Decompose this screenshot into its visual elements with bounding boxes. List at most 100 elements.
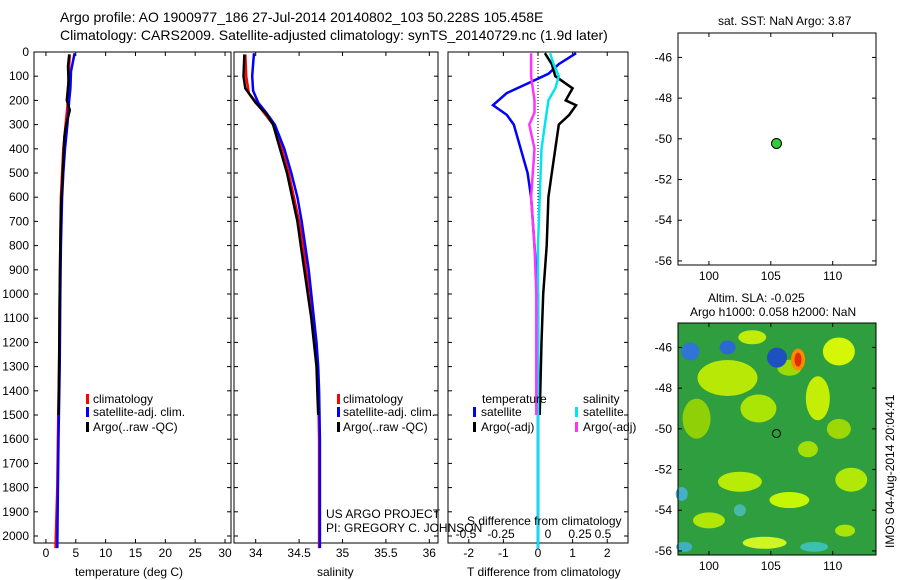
- sla-blob-high: [692, 512, 725, 529]
- sla-blob-low: [681, 342, 700, 361]
- ytick-label: 1600: [2, 432, 29, 446]
- ytick-label: 1000: [2, 287, 29, 301]
- salinity-frame: [233, 51, 439, 544]
- sla-blob-low: [733, 504, 746, 517]
- sla-blob-low: [767, 347, 787, 368]
- legend-swatch: [337, 407, 340, 417]
- salinity-legend-sat: satellite-adj. clim.: [343, 405, 436, 419]
- sla-blob-high: [835, 467, 868, 492]
- temperature-xtick-label: 10: [99, 546, 113, 560]
- temperature-xtick-label: 5: [72, 546, 79, 560]
- legend-swatch: [473, 422, 476, 432]
- map-xtick-label: 100: [699, 559, 719, 573]
- diff-legend-s-sat: satellite: [583, 405, 624, 419]
- difference-xtick-label: -1: [498, 546, 509, 560]
- ytick-label: 600: [9, 190, 29, 204]
- map-ytick-label: -46: [655, 50, 673, 64]
- sdiff-tick-label: 0.5: [595, 527, 612, 541]
- salinity-xtick-label: 36: [423, 546, 437, 560]
- ytick-label: 2000: [2, 529, 29, 543]
- temperature-frame: [33, 51, 232, 544]
- map-ytick-label: -52: [655, 173, 673, 187]
- difference-series-magenta: [527, 53, 538, 415]
- map-xtick-label: 100: [699, 269, 719, 283]
- sla-blob-low: [675, 486, 688, 501]
- difference-xlabel-top: S difference from climatology: [467, 514, 622, 528]
- salinity-xtick-label: 34: [249, 546, 263, 560]
- sla-map: -46 -48 -50 -52 -54 -56 100 105 110: [655, 322, 877, 573]
- map-ytick-label: -48: [655, 381, 673, 395]
- sla-blob-low: [800, 541, 829, 552]
- header-line-1: Argo profile: AO 1900977_186 27-Jul-2014…: [60, 9, 544, 25]
- salinity-series-black: [242, 54, 320, 416]
- sla-map-title-2: Argo h1000: 0.058 h2000: NaN: [690, 305, 857, 319]
- sdiff-tick-label: -0.5: [456, 527, 477, 541]
- legend-swatch: [86, 394, 89, 404]
- ytick-label: 300: [9, 118, 29, 132]
- legend-swatch: [473, 407, 476, 417]
- temperature-legend-sat: satellite-adj. clim.: [93, 405, 186, 419]
- legend-swatch: [337, 394, 340, 404]
- diff-legend-t-sat: satellite: [481, 405, 522, 419]
- ytick-label: 900: [9, 263, 29, 277]
- salinity-xtick-label: 35.5: [374, 546, 398, 560]
- map-ytick-label: -50: [655, 422, 673, 436]
- salinity-xtick-label: 34.5: [287, 546, 311, 560]
- map-xtick-label: 110: [823, 269, 842, 283]
- diff-legend-header-temp: temperature: [482, 392, 547, 406]
- sla-blob-high: [805, 376, 830, 421]
- argo-position-marker: [771, 428, 781, 438]
- difference-xtick-label: 1: [569, 546, 576, 560]
- diff-legend-header-sal: salinity: [583, 392, 620, 406]
- temperature-legend-argo: Argo(..raw -QC): [93, 420, 178, 434]
- legend-swatch: [575, 407, 578, 417]
- ytick-label: 1300: [2, 360, 29, 374]
- map-ytick-label: -54: [655, 503, 673, 517]
- sla-map-title-1: Altim. SLA: -0.025: [708, 291, 805, 305]
- ytick-label: 1100: [3, 311, 29, 325]
- sla-blob-high: [742, 536, 787, 549]
- temperature-xtick-label: 20: [159, 546, 173, 560]
- salinity-panel: 34 34.5 35 35.5 36: [233, 51, 439, 560]
- argo-position-marker: [770, 137, 782, 149]
- legend-swatch: [575, 422, 578, 432]
- sdiff-tick-label: 0.25: [568, 527, 592, 541]
- temperature-xlabel: temperature (deg C): [75, 565, 184, 579]
- salinity-legend-clim: climatology: [343, 392, 404, 406]
- ytick-label: 1200: [2, 335, 29, 349]
- temperature-xtick-label: 30: [218, 546, 232, 560]
- sla-blob-high: [769, 492, 810, 509]
- difference-series-black: [538, 52, 578, 416]
- map-ytick-label: -56: [655, 544, 673, 558]
- sla-blob-high: [835, 524, 856, 537]
- ytick-label: 400: [9, 142, 29, 156]
- legend-swatch: [86, 407, 89, 417]
- legend-swatch: [86, 422, 89, 432]
- ytick-label: 100: [9, 69, 29, 83]
- sla-blob-high: [740, 394, 777, 423]
- credit-project: US ARGO PROJECT: [326, 507, 441, 521]
- sla-blob-high: [738, 330, 767, 345]
- sla-blob-high: [697, 359, 758, 396]
- map-ytick-label: -56: [655, 254, 673, 268]
- diff-legend-t-argo: Argo(-adj): [481, 420, 535, 434]
- header-line-2: Climatology: CARS2009. Satellite-adjuste…: [60, 27, 608, 43]
- ytick-label: 1500: [2, 408, 29, 422]
- sdiff-tick-label: -0.25: [487, 527, 515, 541]
- timestamp: IMOS 04-Aug-2014 20:04:41: [883, 394, 897, 548]
- sla-blob-high: [826, 418, 851, 439]
- difference-panel: -2 -1 0 1 2 -0.5 -0.25 0 0.25 0.5: [447, 51, 629, 560]
- ytick-label: 1900: [2, 505, 29, 519]
- difference-xtick-label: 0: [535, 546, 542, 560]
- difference-xtick-label: 2: [604, 546, 611, 560]
- sla-blob-high: [822, 337, 855, 366]
- map-ytick-label: -54: [655, 213, 673, 227]
- sst-map: -46 -48 -50 -52 -54 -56 100 105 110: [655, 32, 877, 283]
- ytick-label: 0: [22, 45, 29, 59]
- temperature-xtick-label: 0: [43, 546, 50, 560]
- map-ytick-label: -52: [655, 463, 673, 477]
- sla-blob-high: [682, 398, 711, 439]
- map-xtick-label: 105: [761, 559, 781, 573]
- salinity-xlabel: salinity: [317, 565, 354, 579]
